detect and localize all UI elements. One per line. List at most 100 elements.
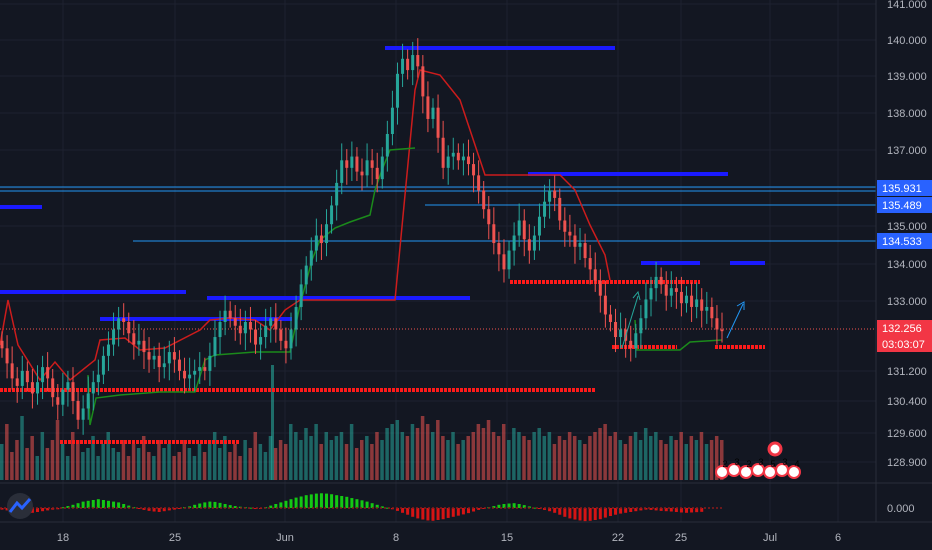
volume-bar [152, 456, 156, 480]
volume-bar [496, 436, 501, 480]
candle-body [177, 359, 181, 371]
oscillator-bar [147, 508, 151, 511]
candle-body [81, 408, 85, 420]
oscillator-bar [71, 504, 75, 508]
oscillator-bar [568, 508, 572, 519]
candle-body [198, 367, 202, 371]
candle-body [568, 231, 572, 236]
candle-body [385, 134, 389, 157]
price-axis[interactable]: 141.000140.000139.000138.000137.000136.0… [0, 0, 932, 523]
oscillator-bar [416, 508, 420, 519]
oscillator-bar [588, 508, 592, 521]
oscillator-bar [593, 508, 597, 520]
candle-body [543, 201, 547, 217]
logo-mark [8, 498, 32, 513]
annotation-number: 2 [746, 459, 751, 469]
oscillator-bar [96, 499, 100, 508]
candle-body [142, 340, 146, 353]
candle-body [106, 344, 110, 356]
volume-bar [466, 436, 470, 480]
volume-bar [709, 440, 714, 480]
oscillator-bar [401, 508, 405, 513]
time-tick-label: 15 [501, 532, 513, 544]
candle-body [193, 370, 197, 375]
volume-bar [324, 432, 329, 480]
annotation-circle [787, 465, 801, 479]
volume-bar [674, 440, 678, 480]
volume-bar [263, 452, 268, 480]
volume-bar [532, 432, 536, 480]
oscillator-bar [41, 508, 45, 512]
oscillator-bar [624, 508, 628, 513]
volume-bar [481, 428, 486, 480]
candle-body [705, 306, 709, 311]
volume-bar [461, 440, 465, 480]
oscillator-bar [603, 508, 607, 518]
volume-bar [141, 436, 146, 480]
oscillator-bar [30, 508, 34, 513]
volume-bar [583, 444, 587, 480]
candle-body [588, 258, 592, 270]
volume-bar [567, 432, 572, 480]
volume-bar [131, 444, 136, 480]
candle-body [172, 352, 176, 360]
volume-bar [283, 444, 288, 480]
volume-bar [552, 444, 557, 480]
oscillator-bar [122, 504, 126, 508]
annotation-number: 3 [734, 457, 739, 467]
oscillator-bar [537, 508, 541, 509]
volume-bar [593, 432, 597, 480]
volume-bar [720, 440, 724, 480]
volume-bar [248, 448, 252, 480]
oscillator-bar [223, 504, 227, 508]
candle-body [644, 299, 648, 319]
annotation-number: 2 [722, 459, 727, 469]
candle-body [330, 205, 334, 225]
oscillator-bar [309, 494, 313, 508]
volume-bar [223, 436, 227, 480]
volume-bar [613, 432, 618, 480]
oscillator-bar [573, 508, 577, 520]
volume-bar [436, 420, 440, 480]
oscillator-bar [203, 502, 207, 508]
volume-bar [101, 444, 105, 480]
tradingview-logo-icon[interactable] [7, 493, 33, 519]
candle-body [649, 288, 653, 300]
volume-bar [415, 428, 420, 480]
candle-body [350, 156, 354, 168]
volume-bar [126, 456, 131, 480]
candle-body [183, 370, 187, 379]
time-tick-label: 25 [675, 532, 687, 544]
oscillator-bar [76, 503, 80, 508]
oscillator-bar [0, 508, 4, 510]
price-tick-label: 134.000 [887, 259, 927, 271]
annotation-number: 3 [758, 457, 763, 467]
time-axis[interactable]: 18 25 Jun 8 15 22 25 Jul 6 [57, 532, 841, 544]
volume-bar [30, 436, 34, 480]
oscillator-bar [497, 504, 501, 508]
oscillator-bar [421, 508, 425, 520]
candlestick-series [0, 38, 724, 435]
volume-bar [628, 436, 633, 480]
candle-body [91, 382, 95, 394]
trailing-stop-up [87, 147, 416, 426]
oscillator-bar [304, 495, 308, 508]
volume-bar [430, 432, 435, 480]
candle-body [304, 265, 308, 285]
volume-bar [654, 432, 658, 480]
oscillator-bar [482, 508, 486, 509]
candle-body [248, 322, 252, 330]
volume-bar [704, 444, 709, 480]
oscillator-bar [451, 508, 455, 517]
volume-bar [512, 428, 516, 480]
volume-bar [608, 436, 612, 480]
volume-bar [187, 448, 192, 480]
volume-bar [172, 456, 176, 480]
candle-body [294, 306, 298, 330]
candle-body [5, 348, 9, 364]
candle-body [56, 397, 60, 405]
oscillator-bar [208, 501, 212, 508]
candle-body [46, 367, 50, 379]
oscillator-bar [669, 508, 673, 512]
